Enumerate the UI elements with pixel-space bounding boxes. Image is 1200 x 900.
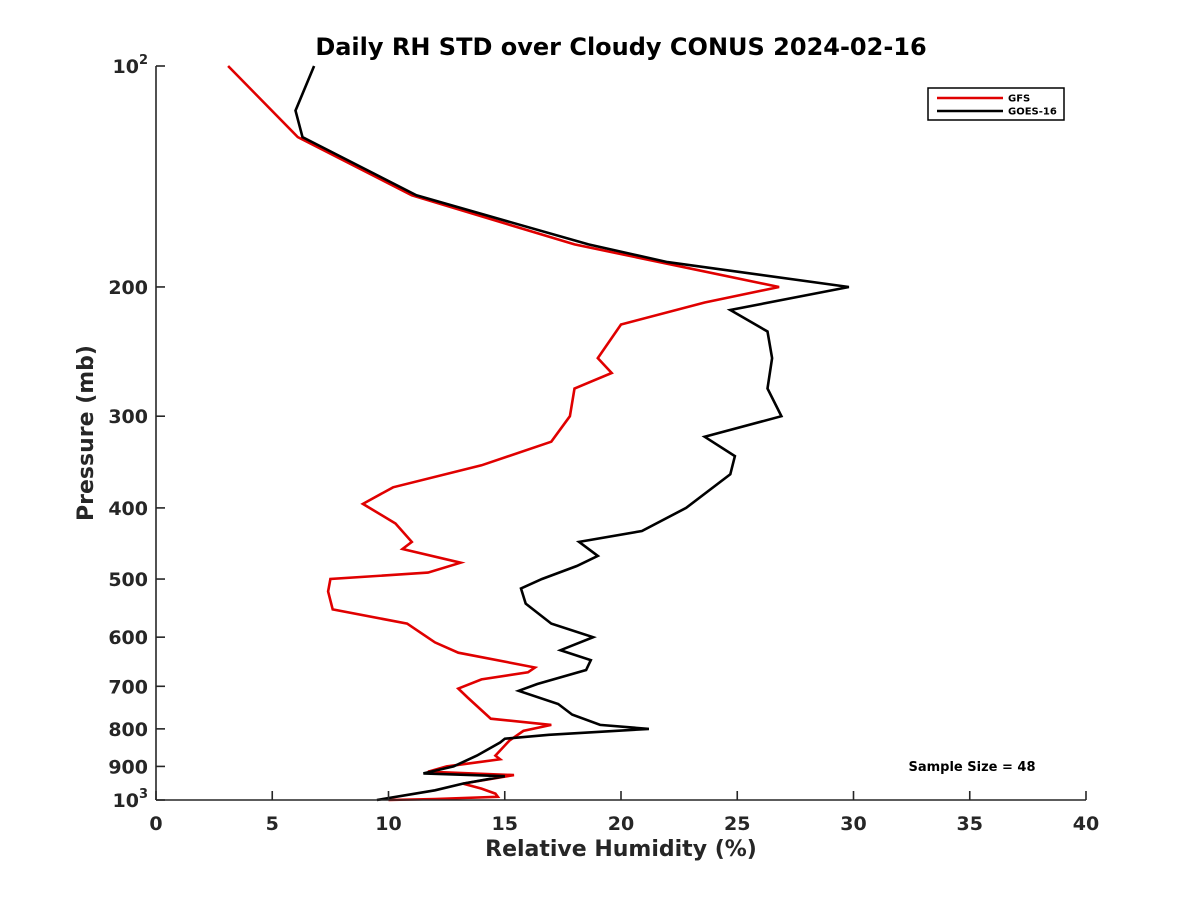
sample-size-annotation: Sample Size = 48 [908,760,1035,775]
y-axis-label: Pressure (mb) [74,345,99,521]
y-tick-label: 900 [108,756,148,778]
y-tick-label: 300 [108,406,148,428]
x-tick-label: 20 [608,813,634,835]
y-tick-label: 500 [108,569,148,591]
y-tick-label: 800 [108,719,148,741]
chart-title: Daily RH STD over Cloudy CONUS 2024-02-1… [315,33,926,61]
x-tick-label: 5 [266,813,279,835]
y-tick-label: 200 [108,277,148,299]
y-tick-label: 600 [108,627,148,649]
plot-area [227,65,850,802]
x-tick-label: 35 [957,813,983,835]
legend-box [927,87,1065,121]
legend: GFS GOES-16 [927,87,1065,121]
y-tick-label: 102 [113,53,149,78]
x-tick-label: 0 [149,813,162,835]
x-tick-label: 10 [375,813,401,835]
y-axis: 102 200 300 400 500 600 700 800 900 103 [108,53,165,812]
legend-label-goes-16: GOES-16 [1008,107,1057,118]
legend-label-gfs: GFS [1008,94,1030,105]
y-tick-label: 700 [108,676,148,698]
x-tick-label: 25 [724,813,750,835]
x-tick-label: 15 [492,813,518,835]
y-tick-label: 400 [108,498,148,520]
series-line-goes-16 [294,65,850,802]
x-axis: 0 5 10 15 20 25 30 35 40 [149,791,1099,835]
x-axis-label: Relative Humidity (%) [485,837,757,862]
x-tick-label: 30 [840,813,866,835]
x-tick-label: 40 [1073,813,1099,835]
y-tick-label: 103 [113,787,149,812]
